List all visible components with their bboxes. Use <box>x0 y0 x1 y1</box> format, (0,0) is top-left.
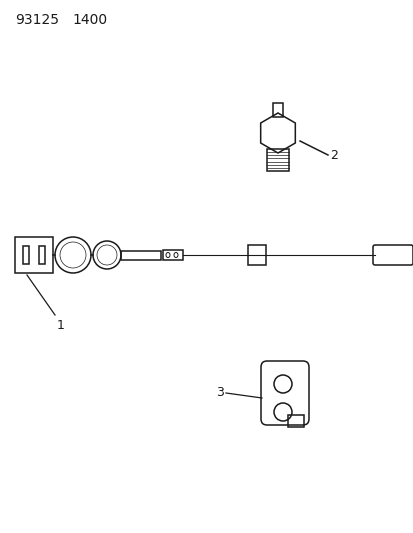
Bar <box>15 237 53 273</box>
Text: 1400: 1400 <box>72 13 107 27</box>
Text: 93125: 93125 <box>15 13 59 27</box>
Bar <box>266 149 288 171</box>
Bar <box>272 103 282 117</box>
Text: 3: 3 <box>216 386 223 400</box>
Bar <box>287 415 303 427</box>
Bar <box>247 245 266 265</box>
Bar <box>23 246 29 264</box>
Bar <box>39 246 45 264</box>
Text: 2: 2 <box>329 149 337 161</box>
Bar <box>121 251 161 260</box>
Text: 1: 1 <box>57 319 65 332</box>
Bar <box>163 250 183 260</box>
